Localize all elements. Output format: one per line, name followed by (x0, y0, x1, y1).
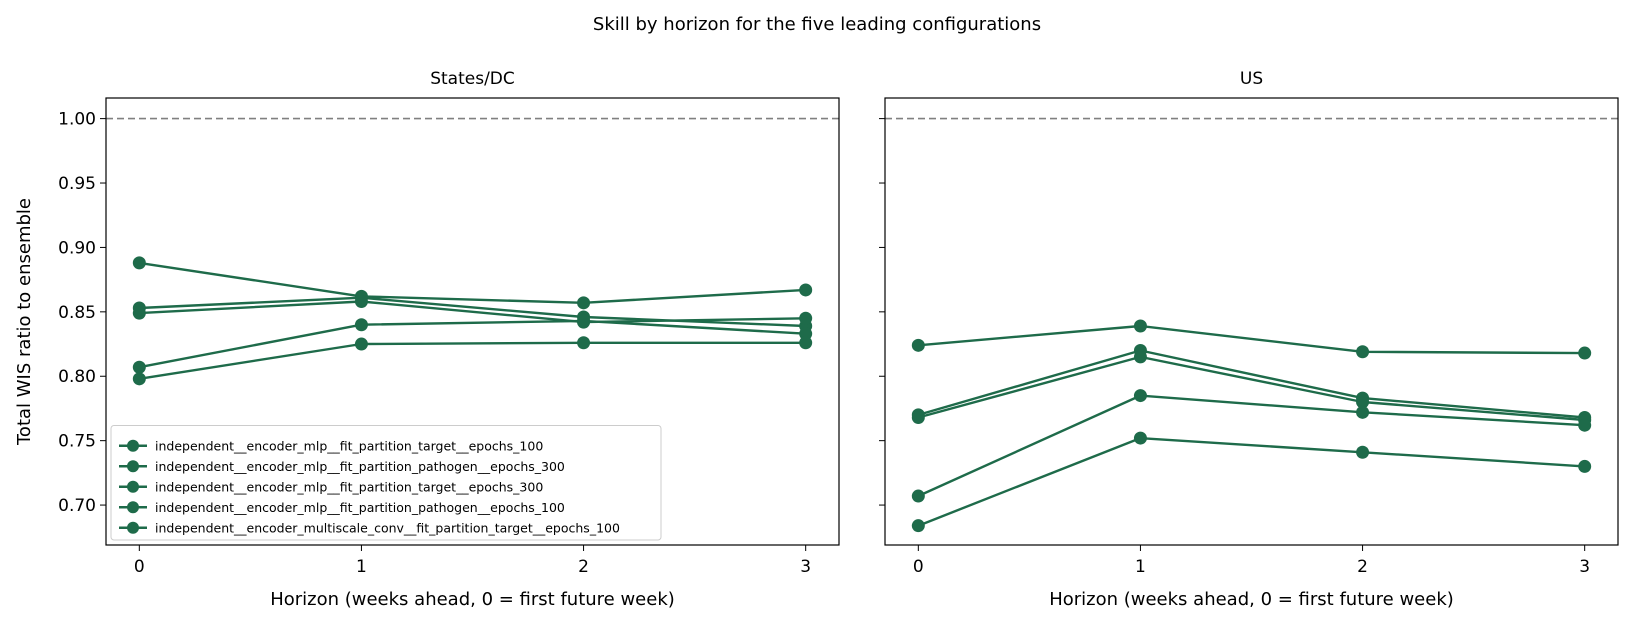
legend-item: independent__encoder_mlp__fit_partition_… (119, 500, 565, 515)
data-point (354, 295, 368, 309)
data-point (1356, 445, 1370, 459)
data-point (354, 318, 368, 332)
legend-label: independent__encoder_mlp__fit_partition_… (155, 459, 565, 474)
data-point (132, 256, 146, 270)
panel-title: States/DC (430, 69, 515, 89)
series-line (917, 394, 1585, 498)
panel-title: US (1240, 69, 1263, 89)
series-line (139, 319, 806, 369)
data-point (799, 283, 813, 297)
data-point (911, 489, 925, 503)
series-line (918, 324, 1585, 355)
legend-label: independent__encoder_mlp__fit_partition_… (155, 479, 543, 494)
data-point (132, 360, 146, 374)
series-line (139, 261, 806, 304)
legend-item: independent__encoder_mlp__fit_partition_… (119, 438, 543, 453)
data-point (1578, 346, 1592, 360)
series-4 (911, 389, 1592, 503)
legend-item: independent__encoder_multiscale_conv__fi… (119, 520, 620, 535)
data-point (132, 306, 146, 320)
x-axis-label: Horizon (weeks ahead, 0 = first future w… (270, 589, 675, 610)
legend-marker-swatch (127, 460, 139, 473)
data-point (1133, 431, 1147, 445)
series-line (139, 300, 806, 324)
legend-marker-swatch (127, 480, 139, 493)
legend-item: independent__encoder_mlp__fit_partition_… (119, 459, 565, 474)
data-point (1133, 319, 1147, 333)
series-line (139, 296, 806, 328)
panel-states-dc: States/DC 0.70 0.75 0.80 0.85 0.90 0.95 1.00 0 1 2… (14, 69, 840, 610)
x-tick-label: 2 (578, 557, 589, 577)
series-5 (911, 431, 1592, 533)
data-point (1356, 345, 1370, 359)
data-point (132, 372, 146, 386)
x-tick-label: 3 (1579, 557, 1590, 577)
y-tick-label: 1.00 (58, 110, 96, 130)
legend: independent__encoder_mlp__fit_partition_… (110, 425, 662, 541)
axes-frame (884, 97, 1619, 546)
data-point (1133, 389, 1147, 403)
x-tick-label: 1 (356, 557, 367, 577)
series-1 (911, 319, 1592, 360)
y-tick-label: 0.90 (58, 238, 96, 258)
series-1 (132, 256, 813, 310)
figure-title: Skill by horizon for the five leading co… (593, 14, 1041, 35)
legend-marker-swatch (127, 521, 139, 534)
data-point (799, 327, 813, 341)
data-point (1356, 405, 1370, 419)
x-axis-label: Horizon (weeks ahead, 0 = first future w… (1049, 589, 1454, 610)
data-point (1578, 418, 1592, 432)
y-tick-label: 0.70 (58, 496, 96, 516)
y-tick-label: 0.85 (58, 303, 96, 323)
x-tick-label: 3 (800, 557, 811, 577)
data-point (354, 337, 368, 351)
series-5 (132, 336, 813, 386)
x-tick-label: 2 (1357, 557, 1368, 577)
series-line (917, 436, 1585, 527)
legend-label: independent__encoder_mlp__fit_partition_… (155, 438, 543, 453)
legend-marker-swatch (127, 501, 139, 514)
series-4 (132, 314, 813, 374)
data-point (799, 336, 813, 350)
data-point (799, 311, 813, 325)
legend-box (110, 425, 662, 541)
data-point (577, 296, 591, 310)
data-point (911, 410, 925, 424)
y-axis-label: Total WIS ratio to ensemble (14, 198, 35, 446)
series-line (917, 349, 1585, 419)
series-line (917, 355, 1585, 422)
legend-label: independent__encoder_mlp__fit_partition_… (155, 500, 565, 515)
y-tick-label: 0.95 (58, 174, 96, 194)
data-point (911, 519, 925, 533)
x-tick-label: 0 (913, 557, 924, 577)
legend-marker-swatch (127, 439, 139, 452)
y-tick-label: 0.75 (58, 432, 96, 452)
data-point (577, 314, 591, 328)
data-point (911, 338, 925, 352)
series-line (139, 341, 806, 380)
legend-item: independent__encoder_mlp__fit_partition_… (119, 479, 543, 494)
axes-frame (105, 97, 840, 546)
y-tick-label: 0.80 (58, 367, 96, 387)
series-3 (911, 350, 1592, 427)
x-tick-label: 1 (1135, 557, 1146, 577)
data-point (577, 336, 591, 350)
panel-us: US 0 1 2 3 Horizon (weeks ahead, 0 = first fu… (879, 69, 1619, 610)
legend-label: independent__encoder_multiscale_conv__fi… (155, 520, 620, 535)
data-point (1133, 350, 1147, 364)
data-point (1578, 459, 1592, 473)
data-point (1356, 395, 1370, 409)
x-tick-label: 0 (134, 557, 145, 577)
